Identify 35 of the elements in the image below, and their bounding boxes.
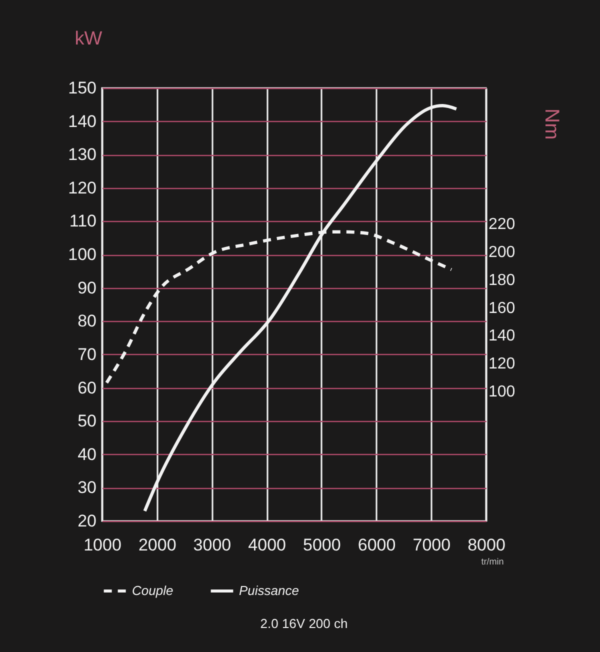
x-tick-label: 3000 — [193, 536, 232, 554]
x-tick-label: 1000 — [84, 536, 122, 554]
y2-tick-label: 140 — [488, 328, 516, 345]
x-axis-title: tr/min — [481, 556, 504, 566]
y2-tick-label: 200 — [488, 244, 516, 261]
y2-tick-label: 220 — [488, 216, 516, 233]
x-tick-label: 7000 — [412, 536, 451, 554]
y-tick-label: 70 — [78, 344, 96, 364]
legend-label: Puissance — [239, 583, 299, 598]
x-tick-label: 5000 — [303, 536, 341, 554]
y-tick-label: 110 — [69, 212, 96, 231]
y-tick-label: 100 — [68, 245, 96, 264]
x-tick-label: 4000 — [248, 536, 286, 554]
y-tick-label: 20 — [78, 512, 96, 530]
y2-tick-label: 180 — [488, 272, 516, 289]
y-tick-label: 90 — [78, 278, 96, 298]
y-tick-label: 60 — [78, 378, 96, 398]
y-tick-label: 40 — [78, 444, 96, 464]
y-tick-label: 120 — [68, 178, 96, 198]
y2-tick-label: 120 — [488, 356, 516, 373]
y2-axis-title: Nm — [540, 108, 562, 140]
x-tick-label: 6000 — [358, 536, 396, 554]
x-tick-label: 2000 — [138, 536, 176, 554]
y-tick-label: 140 — [68, 112, 96, 131]
y-tick-label: 50 — [78, 412, 96, 431]
legend-label: Couple — [132, 583, 174, 598]
y2-tick-label: 100 — [488, 384, 516, 401]
y-axis-title: kW — [74, 28, 102, 50]
y-tick-label: 30 — [78, 478, 96, 498]
y-tick-label: 150 — [68, 78, 96, 98]
y2-tick-label: 160 — [488, 300, 516, 317]
x-tick-label: 8000 — [468, 536, 506, 554]
y-tick-label: 80 — [78, 312, 96, 331]
text: 2.0 16V 200 ch — [260, 616, 348, 631]
y-tick-label: 130 — [68, 145, 96, 164]
